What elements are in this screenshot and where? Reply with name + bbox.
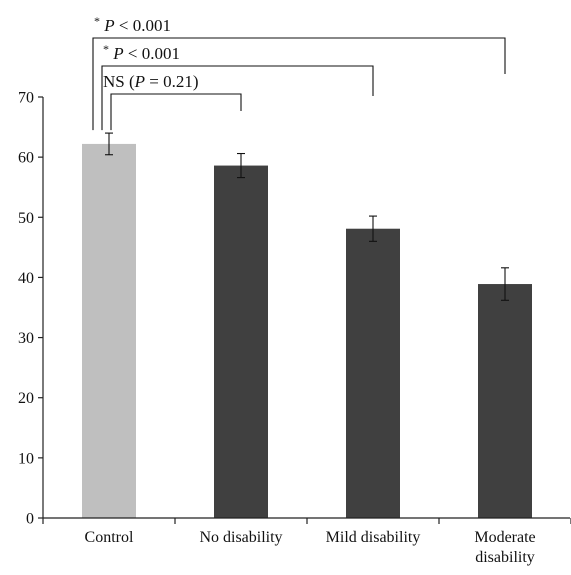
error-bar-1 [237,152,245,179]
y-tick-label-4: 40 [18,270,34,287]
error-bars [105,132,509,301]
significance-label-part: < 0.001 [115,16,171,35]
y-tick-label-5: 50 [18,210,34,227]
significance-label-part: * [94,14,100,28]
bar-3 [478,284,532,518]
significance-label-part: = 0.21) [145,72,199,91]
y-tick-label-6: 60 [18,150,34,167]
significance-bracket-2 [110,93,242,131]
y-tick-label-3: 30 [18,330,34,347]
significance-label-part: P [112,44,123,63]
significance-label-part: P [103,16,114,35]
bars [82,143,532,518]
x-category-line: Control [85,529,134,546]
x-category-line: No disability [199,529,282,546]
significance-label-part: NS ( [103,72,135,91]
error-bar-2 [369,215,377,242]
y-tick-label-7: 70 [18,90,34,107]
x-category-label-0: Control [85,529,134,546]
significance-label-2: NS (P = 0.21) [103,72,199,91]
y-tick-label-0: 0 [26,511,34,528]
y-tick-label-2: 20 [18,390,34,407]
bar-2 [346,228,400,518]
bar-0 [82,143,136,518]
significance-label-0: * P < 0.001 [94,14,171,35]
bar-1 [214,165,268,518]
x-category-line: Moderate [474,529,535,546]
axes [38,96,571,524]
x-category-label-2: Mild disability [326,529,421,546]
x-category-line: disability [475,549,535,566]
x-category-line: Mild disability [326,529,421,546]
x-category-label-1: No disability [199,529,282,546]
axis-labels: 0 10 20 30 40 50 60 70 Control No disability Mild … [18,90,536,567]
x-category-label-3: Moderate disability [474,529,535,566]
significance-label-1: * P < 0.001 [103,42,180,63]
significance-label-part: < 0.001 [124,44,180,63]
error-bar-0 [105,132,113,156]
significance-bracket-0 [92,37,506,131]
significance-label-part: P [134,72,145,91]
significance-label-part: * [103,42,109,56]
error-bar-3 [501,267,509,301]
significance-bracket-1 [101,65,374,131]
y-tick-label-1: 10 [18,450,34,467]
